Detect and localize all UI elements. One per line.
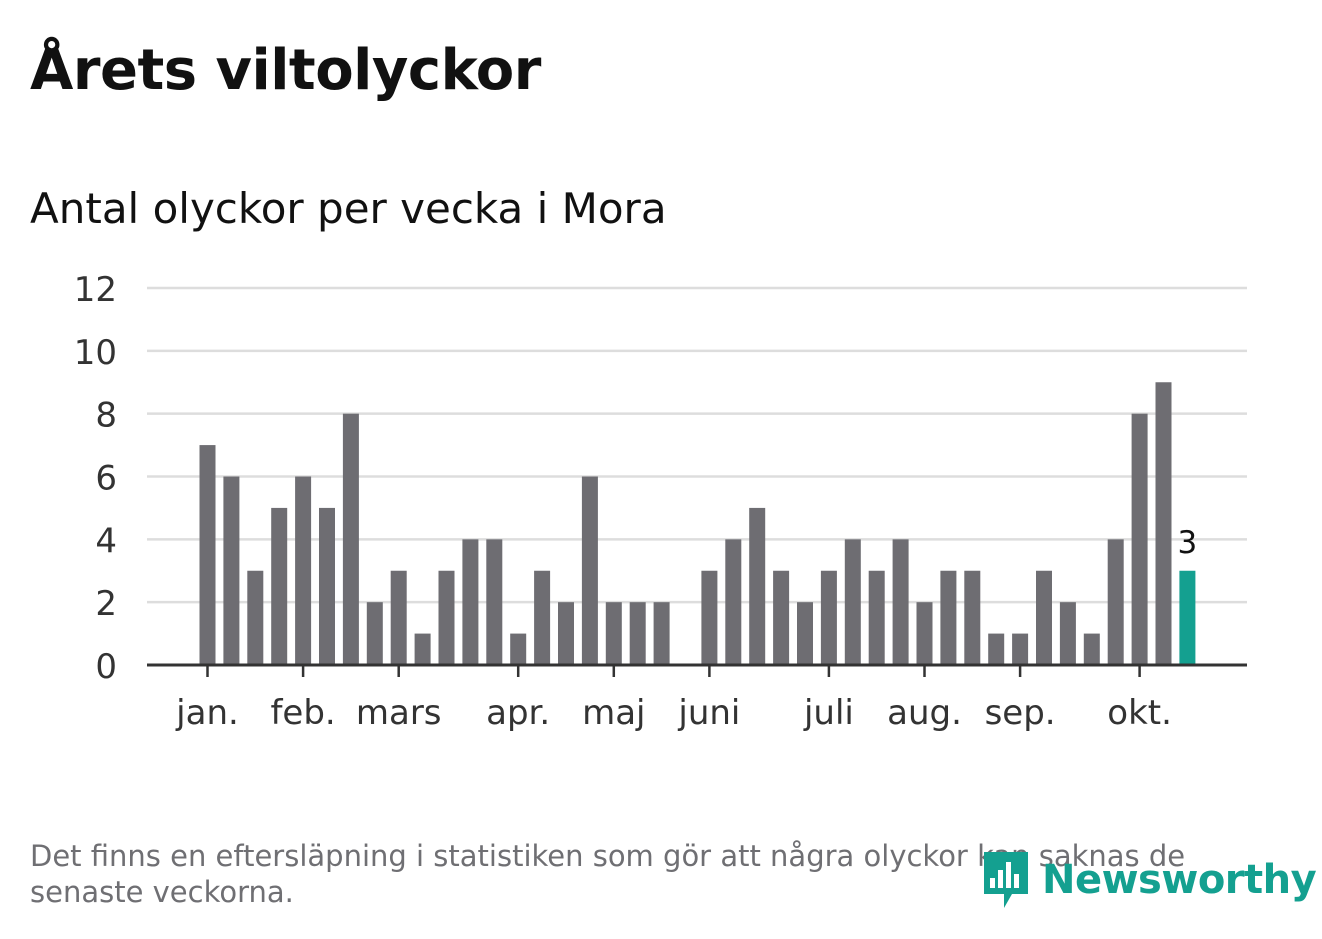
bar [725,539,742,665]
bar [1012,633,1029,665]
y-tick-label: 6 [95,459,117,499]
x-tick-label: juni [677,693,740,733]
bar [844,539,861,665]
bar [820,570,837,665]
y-axis-ticks: 0 2 4 6 8 10 12 [74,270,117,687]
bar [653,602,670,665]
bar [1083,633,1100,665]
x-tick-label: okt. [1107,693,1172,733]
bar [940,570,957,665]
chart-subtitle: Antal olyckor per vecka i Mora [30,184,667,233]
bar [462,539,479,665]
bar [605,602,622,665]
bar [342,413,359,665]
bar [390,570,407,665]
bar [797,602,813,665]
bar [366,602,383,665]
bar [199,445,216,665]
newsworthy-logo-icon [984,852,1028,908]
bar [1155,382,1172,665]
x-tick-label: mars [356,693,442,733]
y-tick-label: 12 [74,270,117,310]
bar [988,633,1005,665]
x-tick-label: apr. [486,693,550,733]
bar [247,570,264,665]
bar [749,507,766,665]
bar [319,507,335,665]
y-tick-label: 8 [95,396,117,436]
bar [868,570,885,665]
y-tick-label: 0 [95,647,117,687]
bar [773,570,790,665]
bar [701,570,718,665]
bar [1036,570,1052,665]
bar [581,476,598,665]
bar [414,633,431,665]
bar [1107,539,1124,665]
data-label: 3 [1178,525,1198,561]
x-tick-label: jan. [175,693,239,733]
bars [199,382,1196,665]
page-title: Årets viltolyckor [30,38,541,103]
x-tick-label: juli [803,693,854,733]
bar-highlight [1179,570,1196,665]
bar [964,570,981,665]
bar [486,539,503,665]
bar [892,539,909,665]
bar [295,476,312,665]
newsworthy-logo[interactable]: Newsworthy [980,848,1317,912]
x-tick-label: aug. [887,693,962,733]
x-axis: jan. feb. mars apr. maj juni juli aug. sep. okt. [147,663,1247,733]
bar [438,570,455,665]
x-tick-label: maj [582,693,645,733]
bar-chart: 0 2 4 6 8 10 12 jan. feb. mars apr. maj juni juli aug… [74,270,1247,733]
bar [271,507,288,665]
y-tick-label: 10 [74,333,117,373]
y-tick-label: 2 [95,584,117,624]
grid-lines [147,286,1247,604]
x-tick-label: feb. [270,693,335,733]
bar [558,602,574,665]
x-tick-label: sep. [985,693,1056,733]
bar [1059,602,1076,665]
brand-name: Newsworthy [1042,857,1317,903]
data-labels: 3 [1178,525,1198,561]
bar [223,476,240,665]
bar [534,570,551,665]
bar [916,602,933,665]
bar [510,633,527,665]
y-tick-label: 4 [95,521,117,561]
bar [629,602,646,665]
bar [1131,413,1148,665]
